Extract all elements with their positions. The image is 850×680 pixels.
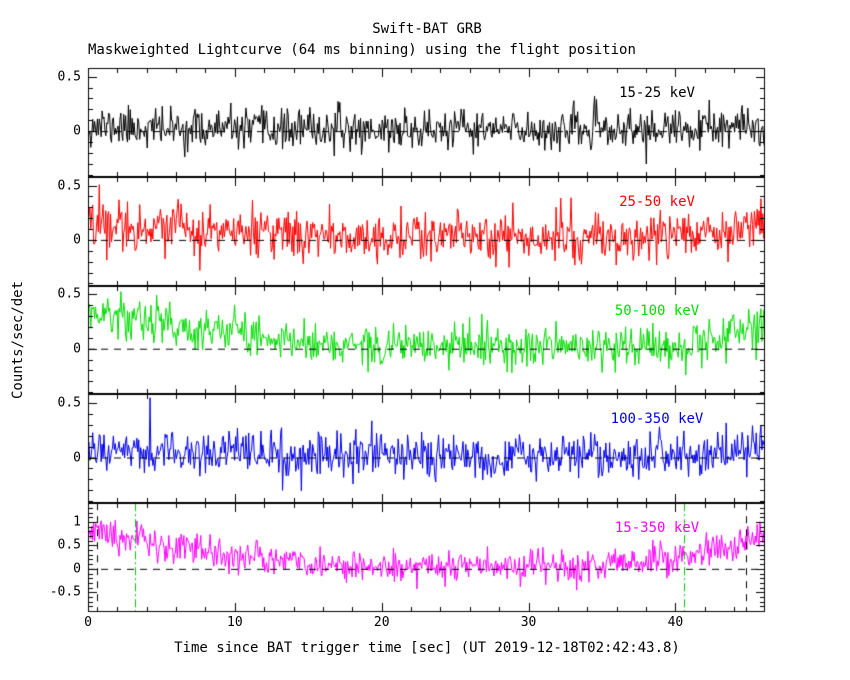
chart-subtitle: Maskweighted Lightcurve (64 ms binning) … bbox=[88, 42, 636, 58]
band-label-15-350-kev: 15-350 keV bbox=[614, 520, 700, 537]
y-tick-label: 0 bbox=[73, 123, 81, 139]
y-tick-label: 0.5 bbox=[57, 395, 81, 411]
y-tick-label: 0 bbox=[73, 232, 81, 248]
y-tick-label: 0.5 bbox=[57, 537, 81, 553]
y-tick-label: 0 bbox=[73, 561, 81, 577]
x-tick-label: 40 bbox=[667, 615, 684, 630]
y-tick-label: 0.5 bbox=[57, 69, 81, 85]
x-tick-label: 30 bbox=[520, 615, 537, 630]
x-tick-label: 20 bbox=[373, 615, 390, 630]
y-axis-label: Counts/sec/det bbox=[10, 280, 26, 400]
band-label-25-50-kev: 25-50 keV bbox=[619, 193, 695, 210]
band-label-50-100-kev: 50-100 keV bbox=[614, 302, 700, 319]
band-label-15-25-kev: 15-25 keV bbox=[619, 85, 695, 101]
y-tick-label: 1 bbox=[73, 514, 81, 530]
x-tick-label: 0 bbox=[84, 615, 92, 630]
chart-title: Swift-BAT GRB bbox=[372, 21, 482, 37]
y-tick-label: 0 bbox=[73, 450, 81, 465]
band-label-100-350-kev: 100-350 keV bbox=[610, 411, 704, 428]
y-tick-label: -0.5 bbox=[49, 584, 81, 600]
y-tick-label: 0.5 bbox=[57, 178, 81, 193]
x-axis-label: Time since BAT trigger time [sec] (UT 20… bbox=[174, 640, 680, 656]
y-tick-label: 0 bbox=[73, 341, 81, 357]
y-tick-label: 0.5 bbox=[57, 286, 81, 302]
x-tick-label: 10 bbox=[227, 615, 243, 630]
